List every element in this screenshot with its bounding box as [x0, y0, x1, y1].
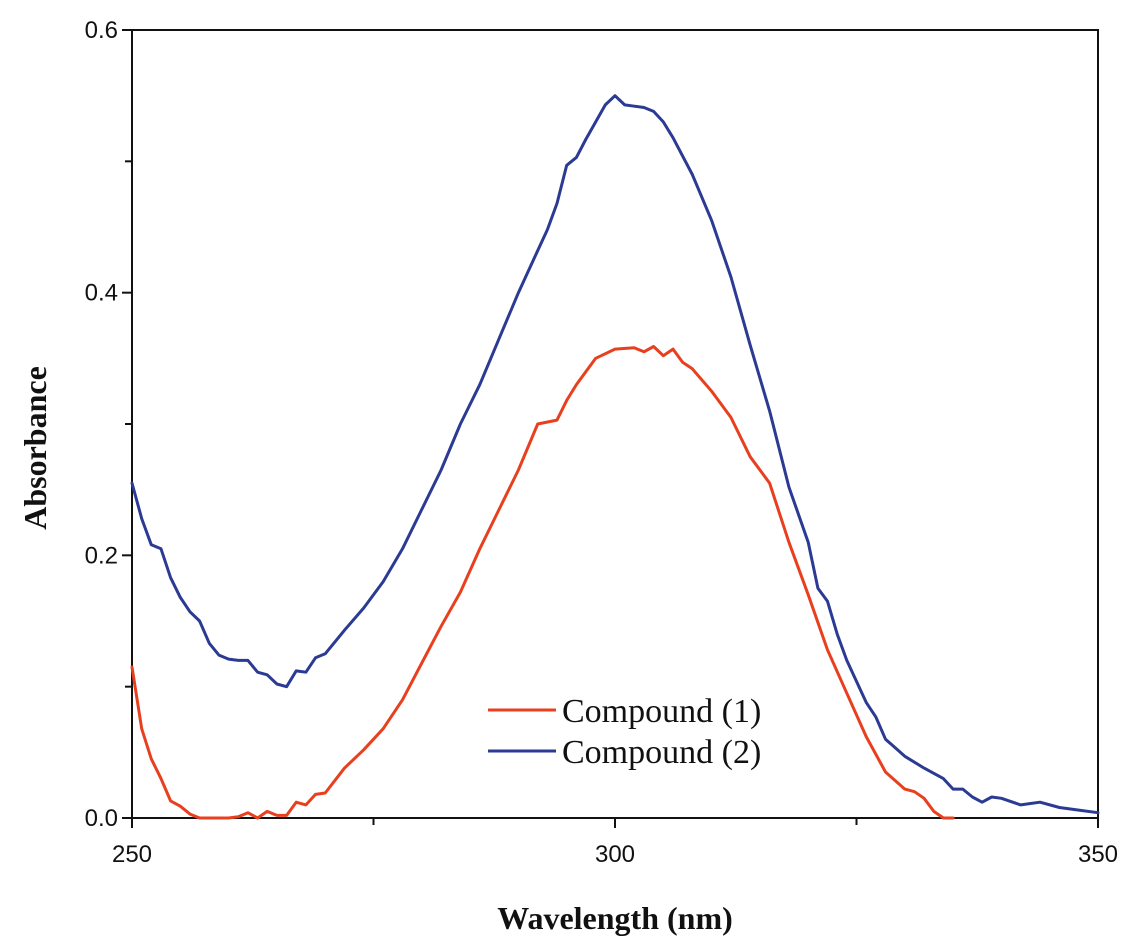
series-line-compound-1 — [130, 345, 955, 820]
x-tick-label: 250 — [112, 841, 152, 868]
legend: Compound (1) Compound (2) — [488, 693, 761, 771]
y-tick-label: 0.4 — [85, 280, 118, 307]
series-lines — [130, 94, 1100, 820]
y-tick-label: 0.6 — [85, 17, 118, 44]
axis-tick-labels: 250 300 350 0.0 0.2 0.4 0.6 — [85, 17, 1118, 868]
legend-label-compound-2: Compound (2) — [562, 734, 761, 771]
series-line-compound-2 — [130, 94, 1100, 815]
x-tick-label: 300 — [595, 841, 635, 868]
x-tick-label: 350 — [1078, 841, 1118, 868]
axis-ticks — [122, 29, 1099, 828]
y-axis-title: Absorbance — [17, 366, 53, 530]
x-axis-title: Wavelength (nm) — [497, 900, 733, 936]
y-tick-label: 0.2 — [85, 542, 118, 569]
legend-label-compound-1: Compound (1) — [562, 693, 761, 730]
y-tick-label: 0.0 — [85, 805, 118, 832]
